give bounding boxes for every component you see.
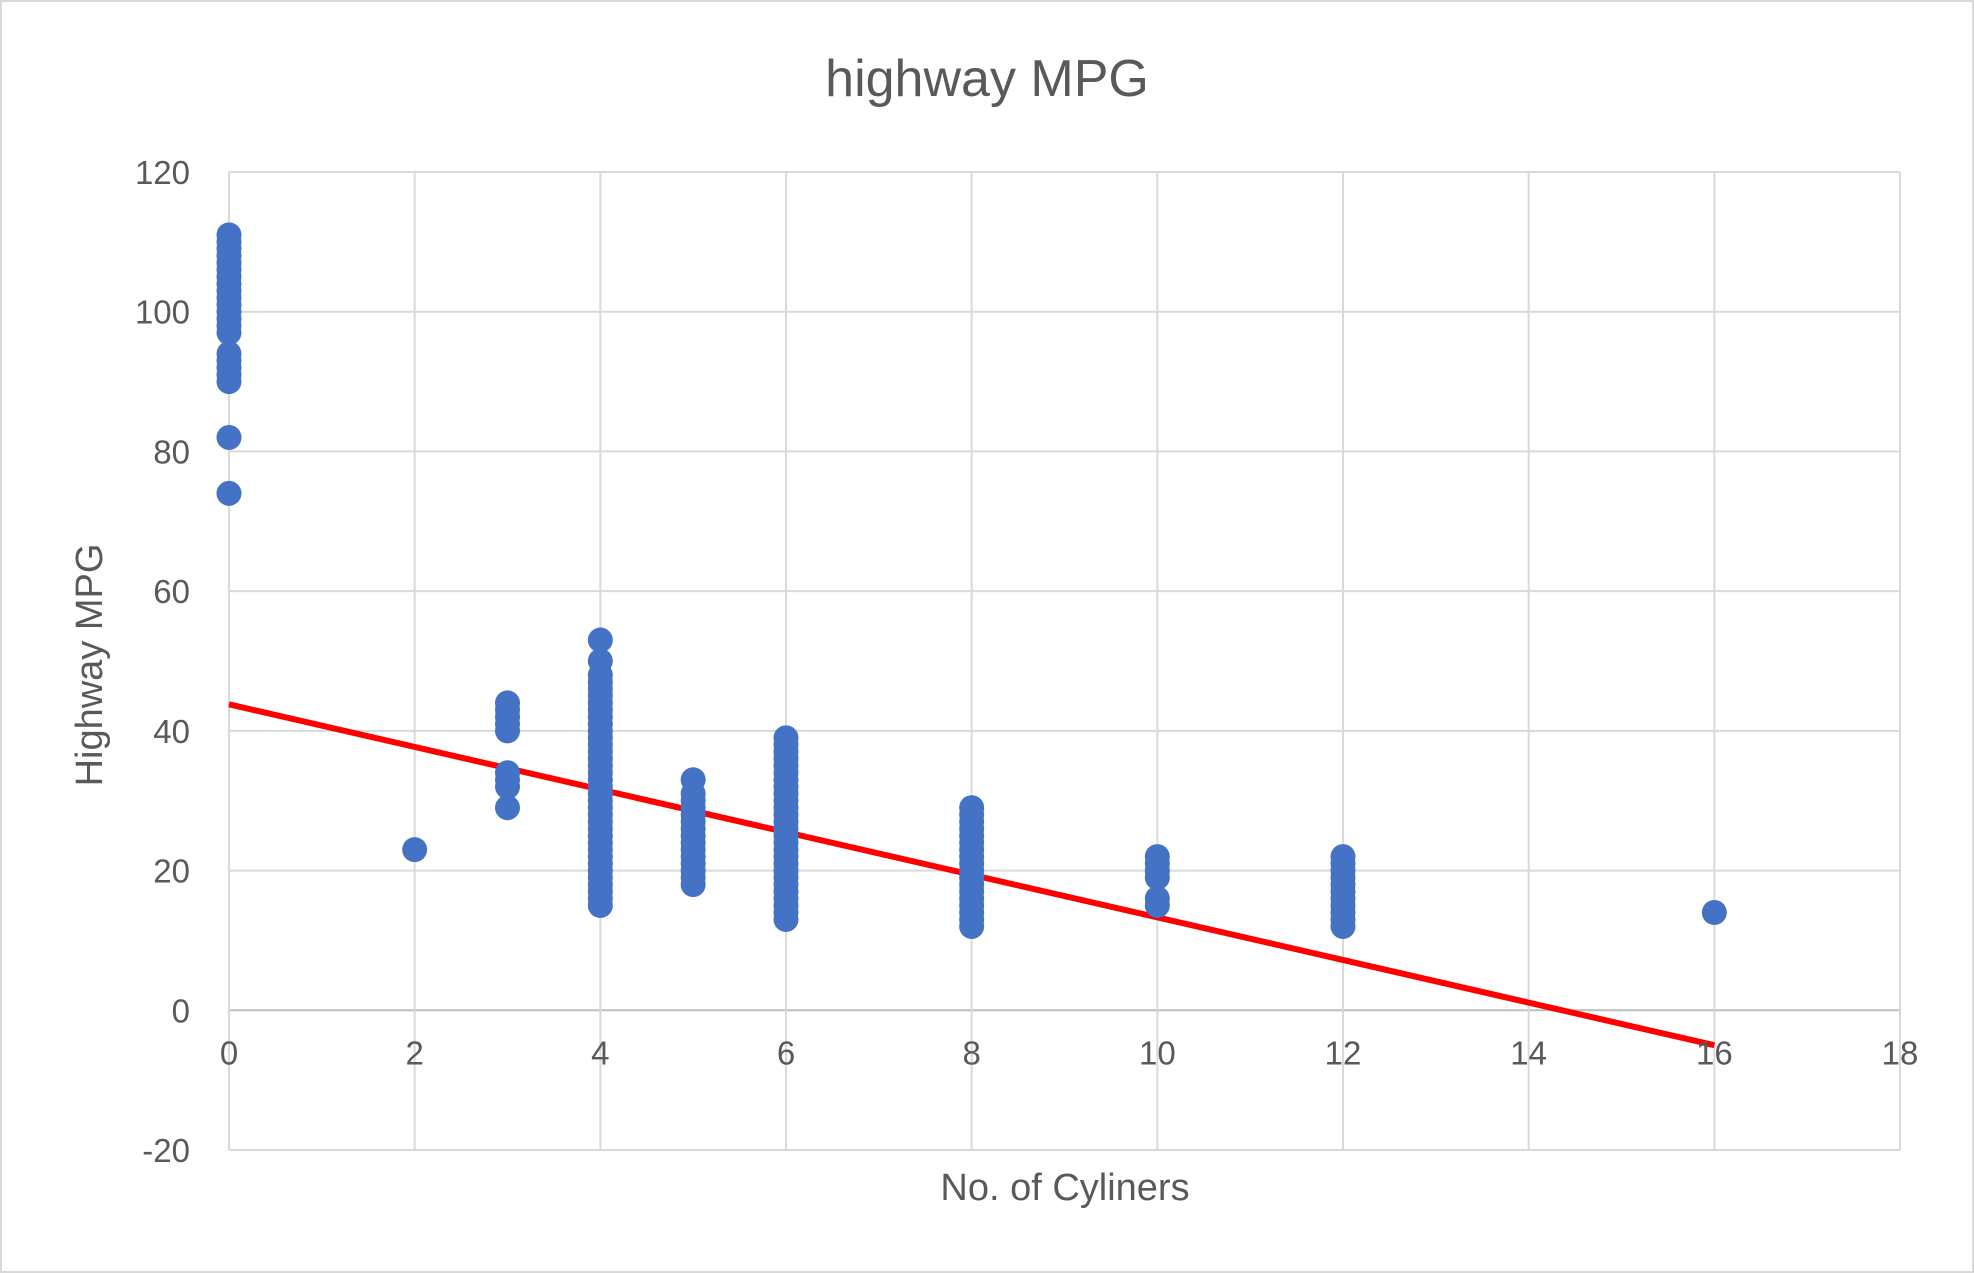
data-point xyxy=(216,222,242,248)
grid xyxy=(228,171,1901,1151)
data-point xyxy=(773,725,799,751)
chart-title: highway MPG xyxy=(825,50,1149,108)
data-point xyxy=(587,648,613,674)
data-point xyxy=(216,480,242,506)
data-point xyxy=(1144,886,1170,912)
data-point xyxy=(1144,844,1170,870)
data-point xyxy=(216,341,242,367)
data-point xyxy=(1701,899,1727,925)
y-tick-label: 40 xyxy=(153,713,190,750)
data-point xyxy=(959,795,985,821)
x-tick-label: 16 xyxy=(1696,1034,1733,1071)
x-tick-label: 6 xyxy=(777,1034,795,1071)
data-point xyxy=(402,837,428,863)
x-tick-labels: 0 2 4 6 8 10 12 14 16 18 xyxy=(220,1034,1919,1071)
x-tick-label: 8 xyxy=(962,1034,980,1071)
y-tick-label: 20 xyxy=(153,853,190,890)
x-tick-label: 18 xyxy=(1882,1034,1919,1071)
x-tick-label: 4 xyxy=(591,1034,609,1071)
x-tick-label: 14 xyxy=(1510,1034,1547,1071)
x-tick-label: 2 xyxy=(405,1034,423,1071)
y-tick-label: 80 xyxy=(153,433,190,470)
y-tick-label: 120 xyxy=(135,154,190,191)
y-tick-label: -20 xyxy=(142,1132,190,1169)
data-point xyxy=(495,760,520,786)
data-point xyxy=(587,627,613,653)
y-tick-labels: -20 0 20 40 60 80 100 120 xyxy=(135,154,190,1169)
y-tick-label: 60 xyxy=(153,573,190,610)
x-tick-label: 10 xyxy=(1139,1034,1176,1071)
data-point xyxy=(216,424,242,450)
x-tick-label: 0 xyxy=(220,1034,238,1071)
y-tick-label: 100 xyxy=(135,294,190,331)
x-tick-label: 12 xyxy=(1325,1034,1362,1071)
y-axis-label: Highway MPG xyxy=(69,544,111,787)
data-point xyxy=(495,690,520,716)
data-points xyxy=(216,222,1727,939)
x-axis-label: No. of Cyliners xyxy=(940,1167,1189,1209)
data-point xyxy=(680,767,706,793)
y-tick-label: 0 xyxy=(172,992,190,1029)
data-point xyxy=(495,795,520,821)
data-point xyxy=(1330,844,1356,870)
